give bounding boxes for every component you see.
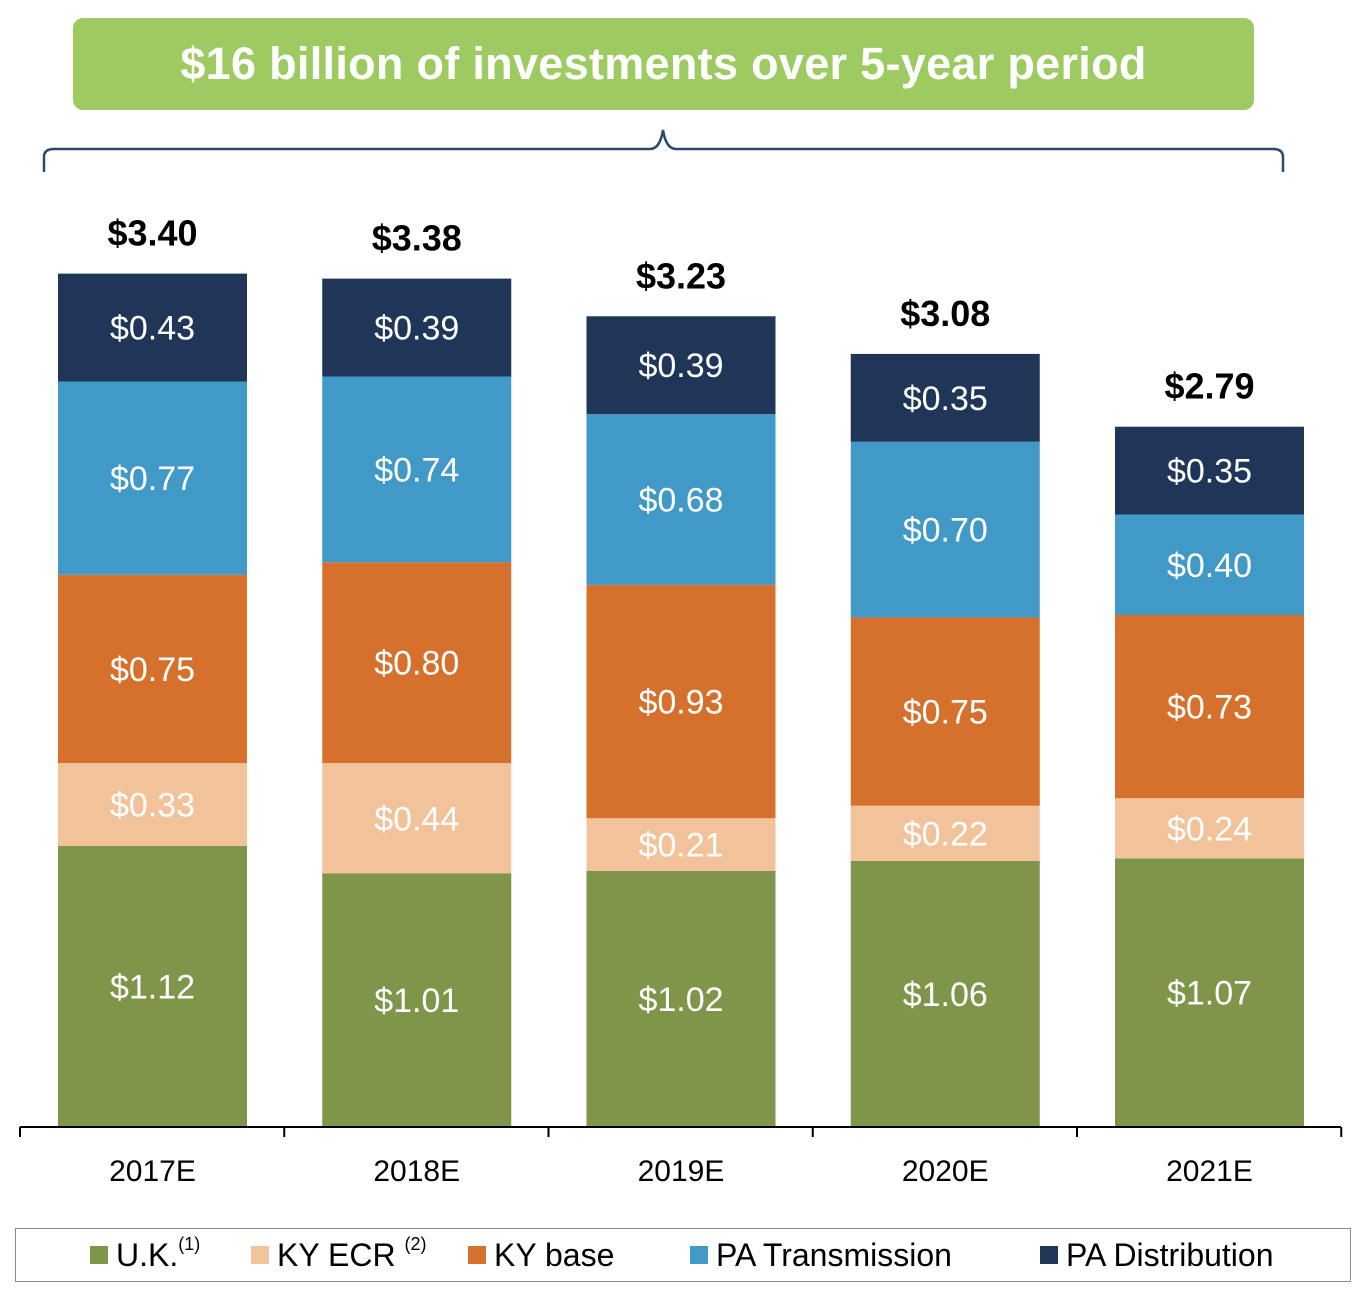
data-label-pa-transmission-2020E: $0.70 <box>903 512 988 550</box>
banner: $16 billion of investments over 5-year p… <box>73 18 1254 110</box>
legend-label-ky-ecr: KY ECR <box>277 1236 396 1273</box>
legend-swatch-ky-base <box>468 1246 486 1264</box>
bar-u-k-2021E <box>1115 858 1304 1127</box>
bar-pa-transmission-2019E <box>586 414 776 585</box>
legend-item-ky-base: KY base <box>468 1229 614 1281</box>
data-label-ky-ecr-2021E: $0.24 <box>1167 810 1252 848</box>
banner-title: $16 billion of investments over 5-year p… <box>180 38 1147 89</box>
bar-ky-base-2020E <box>850 617 1040 806</box>
x-tick-label-2020E: 2020E <box>902 1155 989 1188</box>
legend-item-pa-transmission: PA Transmission <box>690 1229 952 1281</box>
bar-pa-distribution-2018E <box>322 278 512 377</box>
legend-item-uk: U.K.(1) <box>90 1229 200 1281</box>
legend-swatch-pa-distribution <box>1040 1246 1058 1264</box>
bar-u-k-2020E <box>850 860 1040 1127</box>
bar-pa-distribution-2017E <box>58 273 247 382</box>
total-label-2021E: $2.79 <box>1164 366 1254 407</box>
data-label-pa-distribution-2020E: $0.35 <box>903 380 988 418</box>
data-label-u-k-2018E: $1.01 <box>374 982 459 1020</box>
bar-pa-distribution-2019E <box>586 316 776 415</box>
bar-u-k-2017E <box>58 845 247 1127</box>
legend-label-pa-distribution: PA Distribution <box>1066 1236 1274 1273</box>
data-label-pa-transmission-2021E: $0.40 <box>1167 547 1252 585</box>
bar-pa-transmission-2017E <box>58 381 247 575</box>
data-label-ky-ecr-2020E: $0.22 <box>903 815 988 853</box>
data-label-ky-ecr-2018E: $0.44 <box>374 800 459 838</box>
x-tick-label-2017E: 2017E <box>109 1155 196 1188</box>
x-tick-label-2018E: 2018E <box>373 1155 460 1188</box>
data-label-pa-distribution-2021E: $0.35 <box>1167 453 1252 491</box>
bracket <box>42 129 1285 172</box>
bar-ky-base-2018E <box>322 562 512 764</box>
legend-swatch-uk <box>90 1246 108 1264</box>
legend-label-uk: U.K. <box>116 1236 179 1273</box>
legend-item-ky-ecr: KY ECR (2) <box>251 1229 426 1281</box>
legend-swatch-ky-ecr <box>251 1246 269 1264</box>
data-label-ky-base-2019E: $0.93 <box>638 684 723 722</box>
data-label-ky-ecr-2017E: $0.33 <box>110 786 195 824</box>
legend: U.K.(1) KY ECR (2) KY base PA Transmissi… <box>15 1228 1351 1282</box>
bar-pa-transmission-2020E <box>850 441 1040 618</box>
data-label-pa-distribution-2018E: $0.39 <box>374 310 459 348</box>
bar-u-k-2019E <box>586 870 776 1127</box>
data-label-u-k-2021E: $1.07 <box>1167 975 1252 1013</box>
bar-ky-base-2021E <box>1115 614 1304 799</box>
data-label-ky-base-2017E: $0.75 <box>110 651 195 689</box>
legend-note-uk: (1) <box>178 1233 201 1254</box>
bar-pa-distribution-2020E <box>850 353 1040 442</box>
bar-ky-ecr-2019E <box>586 818 776 871</box>
data-label-pa-transmission-2017E: $0.77 <box>110 460 195 498</box>
bar-ky-ecr-2018E <box>322 763 512 874</box>
bar-ky-base-2019E <box>586 584 776 819</box>
stacked-bar-chart: $1.12 $0.33 $0.75 $0.77 $0.43 $3.40 $1.01 $0.44… <box>19 129 1343 1188</box>
legend-label-pa-transmission: PA Transmission <box>716 1236 952 1273</box>
data-label-pa-transmission-2019E: $0.68 <box>638 482 723 520</box>
data-label-ky-base-2020E: $0.75 <box>903 694 988 732</box>
bar-ky-ecr-2017E <box>58 763 247 846</box>
data-label-u-k-2019E: $1.02 <box>638 981 723 1019</box>
data-label-ky-ecr-2019E: $0.21 <box>638 827 723 865</box>
total-label-2019E: $3.23 <box>636 255 726 296</box>
bar-ky-base-2017E <box>58 574 247 764</box>
legend-label-ky-base: KY base <box>494 1236 615 1273</box>
bar-pa-distribution-2021E <box>1115 426 1304 515</box>
bar-u-k-2018E <box>322 873 512 1127</box>
data-label-pa-distribution-2019E: $0.39 <box>638 347 723 385</box>
bar-pa-transmission-2021E <box>1115 514 1304 615</box>
legend-swatch-pa-transmission <box>690 1246 708 1264</box>
bar-pa-transmission-2018E <box>322 376 512 563</box>
data-label-u-k-2020E: $1.06 <box>903 976 988 1014</box>
bar-ky-ecr-2020E <box>850 805 1040 861</box>
data-label-ky-base-2021E: $0.73 <box>1167 689 1252 727</box>
total-label-2018E: $3.38 <box>372 218 462 259</box>
data-label-pa-transmission-2018E: $0.74 <box>374 451 459 489</box>
legend-note-ky-ecr: (2) <box>404 1233 427 1254</box>
total-label-2020E: $3.08 <box>900 293 990 334</box>
x-axis-ticks: 2017E 2018E 2019E 2020E 2021E <box>19 1127 1343 1188</box>
x-tick-label-2019E: 2019E <box>638 1155 725 1188</box>
data-label-u-k-2017E: $1.12 <box>110 968 195 1006</box>
total-label-2017E: $3.40 <box>107 213 197 254</box>
legend-item-pa-distribution: PA Distribution <box>1040 1229 1274 1281</box>
x-tick-label-2021E: 2021E <box>1166 1155 1253 1188</box>
bars-group: $1.12 $0.33 $0.75 $0.77 $0.43 $3.40 $1.01 $0.44… <box>58 213 1304 1127</box>
data-label-pa-distribution-2017E: $0.43 <box>110 310 195 348</box>
bar-ky-ecr-2021E <box>1115 798 1304 859</box>
data-label-ky-base-2018E: $0.80 <box>374 645 459 683</box>
